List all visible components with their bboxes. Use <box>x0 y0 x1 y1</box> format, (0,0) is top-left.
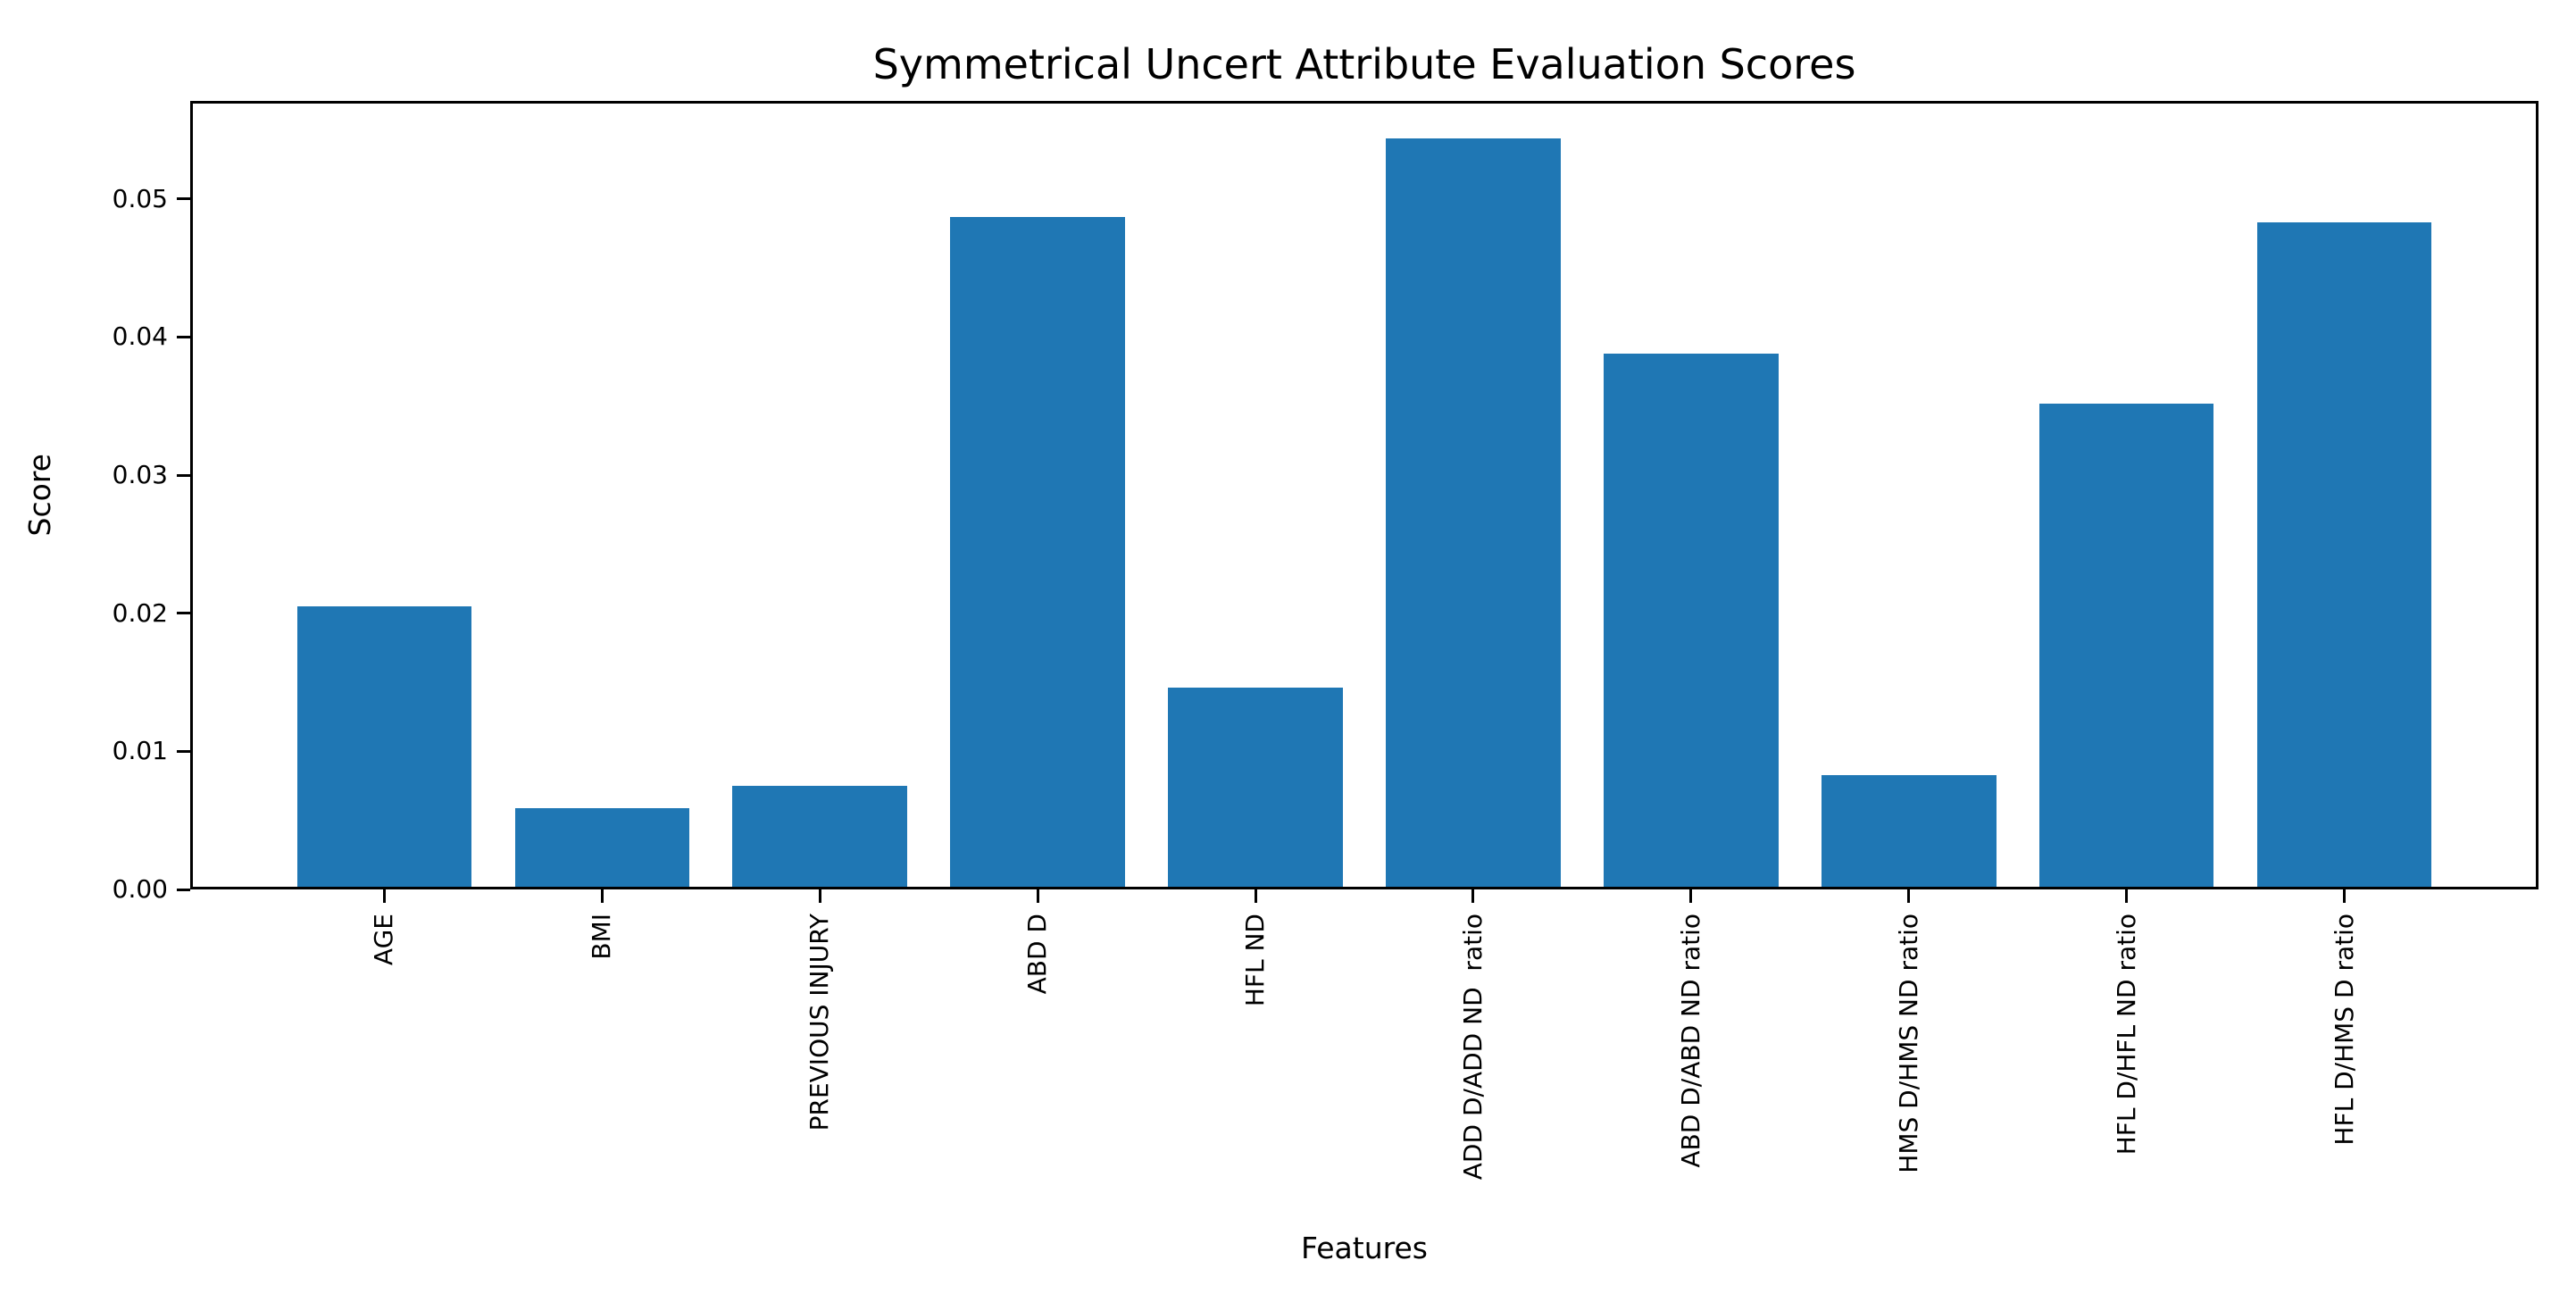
x-tick-label: PREVIOUS INJURY <box>804 914 835 1131</box>
y-tick-label: 0.00 <box>112 874 168 904</box>
x-tick-label: ADD D/ADD ND ratio <box>1457 914 1488 1181</box>
y-tick-label: 0.02 <box>112 597 168 628</box>
y-tick-label: 0.01 <box>112 736 168 766</box>
bar <box>732 786 907 889</box>
bar <box>514 807 689 889</box>
x-tick-mark <box>1471 889 1475 903</box>
x-tick-mark <box>600 889 604 903</box>
bar <box>1822 774 1997 889</box>
x-tick-label: ABD D <box>1022 914 1053 995</box>
bar <box>2257 222 2432 889</box>
x-tick-mark <box>2343 889 2347 903</box>
bar <box>1168 688 1343 889</box>
x-tick-label: HFL ND <box>1240 914 1270 1007</box>
x-tick-label: BMI <box>587 914 617 960</box>
bar <box>1386 138 1561 889</box>
y-tick-label: 0.04 <box>112 321 168 352</box>
chart-title: Symmetrical Uncert Attribute Evaluation … <box>872 40 1856 88</box>
y-tick-mark <box>177 473 190 477</box>
y-tick-mark <box>177 612 190 615</box>
y-tick-label: 0.05 <box>112 183 168 213</box>
bar <box>950 216 1125 889</box>
x-tick-label: AGE <box>369 914 399 966</box>
x-tick-label: HMS D/HMS ND ratio <box>1893 914 1923 1173</box>
y-axis-label-wrap: Score <box>18 101 61 889</box>
x-tick-label: ABD D/ABD ND ratio <box>1675 914 1705 1168</box>
x-tick-label: HFL D/HMS D ratio <box>2329 914 2359 1146</box>
y-tick-mark <box>177 335 190 338</box>
bar <box>2039 403 2214 889</box>
x-axis-label: Features <box>1301 1231 1428 1265</box>
x-tick-mark <box>818 889 821 903</box>
plot-border <box>190 101 2538 889</box>
y-tick-mark <box>177 749 190 753</box>
x-tick-mark <box>1907 889 1911 903</box>
x-tick-mark <box>1254 889 1257 903</box>
x-tick-mark <box>1689 889 1693 903</box>
y-tick-mark <box>177 197 190 201</box>
bar <box>1604 353 1779 889</box>
y-tick-label: 0.03 <box>112 460 168 490</box>
bar <box>296 605 471 889</box>
y-tick-mark <box>177 888 190 891</box>
x-tick-mark <box>2125 889 2129 903</box>
x-tick-mark <box>382 889 386 903</box>
x-tick-mark <box>1036 889 1039 903</box>
x-tick-label: HFL D/HFL ND ratio <box>2111 914 2141 1156</box>
